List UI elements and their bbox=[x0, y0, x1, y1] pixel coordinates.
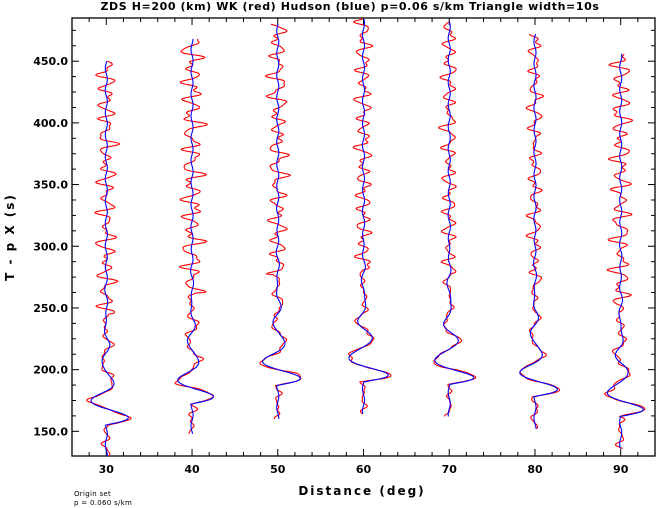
wk-trace-80 bbox=[519, 33, 561, 430]
wk-trace-90 bbox=[604, 53, 646, 450]
x-tick-label: 50 bbox=[270, 463, 286, 476]
y-tick-label: 400.0 bbox=[33, 117, 68, 130]
hudson-trace-90 bbox=[606, 53, 644, 449]
trace-group bbox=[86, 18, 646, 457]
x-tick-label: 30 bbox=[99, 463, 115, 476]
x-tick-label: 70 bbox=[442, 463, 458, 476]
x-axis-label: Distance (deg) bbox=[298, 484, 425, 498]
x-tick-label: 40 bbox=[184, 463, 200, 476]
hudson-trace-40 bbox=[177, 39, 215, 434]
wk-trace-70 bbox=[433, 21, 477, 417]
footer-line-1: Origin set bbox=[74, 490, 111, 498]
footer-line-2: p = 0.060 s/km bbox=[74, 499, 132, 507]
y-tick-label: 450.0 bbox=[33, 55, 68, 68]
wk-trace-50 bbox=[259, 23, 302, 420]
y-tick-label: 150.0 bbox=[33, 425, 68, 438]
axis-ticks: 150.0 200.0 250.0 300.0 350.0 400.0 450.0 30 40 5… bbox=[33, 18, 656, 476]
hudson-trace-70 bbox=[434, 21, 475, 417]
y-tick-label: 350.0 bbox=[33, 179, 68, 192]
y-tick-label: 300.0 bbox=[33, 240, 68, 253]
wk-trace-60 bbox=[348, 18, 392, 415]
wk-trace-30 bbox=[86, 60, 132, 457]
x-tick-label: 90 bbox=[613, 463, 629, 476]
hudson-trace-80 bbox=[519, 33, 559, 429]
x-tick-label: 60 bbox=[356, 463, 372, 476]
y-tick-label: 250.0 bbox=[33, 302, 68, 315]
x-tick-label: 80 bbox=[527, 463, 543, 476]
hudson-trace-50 bbox=[262, 24, 301, 419]
y-axis-label: T - p X (s) bbox=[3, 193, 17, 281]
y-tick-label: 200.0 bbox=[33, 364, 68, 377]
hudson-trace-60 bbox=[348, 19, 389, 415]
chart-title: ZDS H=200 (km) WK (red) Hudson (blue) p=… bbox=[100, 0, 599, 13]
wk-trace-40 bbox=[174, 38, 215, 434]
hudson-trace-30 bbox=[90, 61, 129, 456]
